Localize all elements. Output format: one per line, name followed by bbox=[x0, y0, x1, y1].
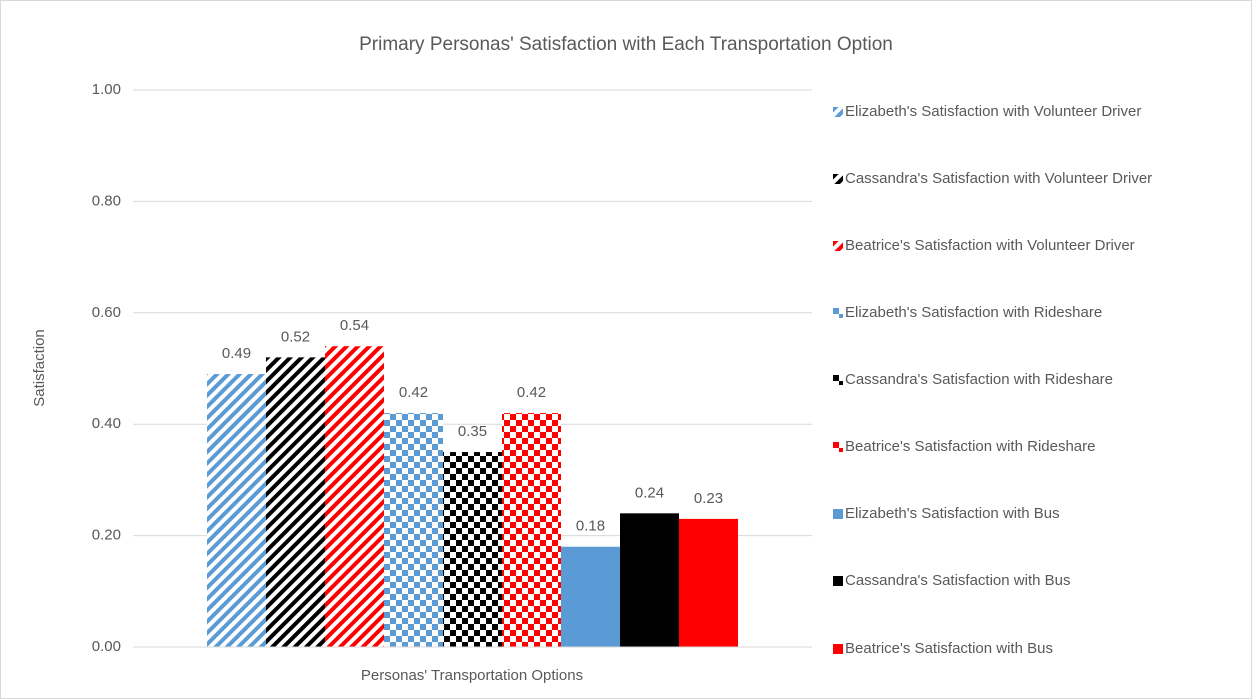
legend-swatch bbox=[833, 308, 843, 318]
data-label: 0.42 bbox=[517, 384, 546, 401]
bar bbox=[678, 518, 738, 647]
x-axis-label: Personas' Transportation Options bbox=[361, 667, 583, 684]
bar bbox=[207, 374, 267, 647]
legend-swatch bbox=[833, 174, 843, 184]
data-label: 0.23 bbox=[694, 490, 723, 507]
legend-label: Beatrice's Satisfaction with Bus bbox=[845, 640, 1053, 657]
bar bbox=[619, 513, 679, 647]
data-label: 0.18 bbox=[576, 518, 605, 535]
legend-item: Cassandra's Satisfaction with Rideshare bbox=[833, 369, 1229, 391]
legend-label: Cassandra's Satisfaction with Rideshare bbox=[845, 371, 1113, 388]
legend-label: Elizabeth's Satisfaction with Rideshare bbox=[845, 304, 1103, 321]
legend-swatch bbox=[833, 241, 843, 251]
legend-label: Beatrice's Satisfaction with Volunteer D… bbox=[845, 237, 1135, 254]
y-tick-label: 0.20 bbox=[92, 527, 121, 544]
y-tick-label: 0.40 bbox=[92, 415, 121, 432]
bar bbox=[384, 413, 444, 647]
data-label: 0.42 bbox=[399, 384, 428, 401]
bar bbox=[443, 452, 502, 647]
y-tick-label: 0.00 bbox=[92, 638, 121, 655]
legend-label: Cassandra's Satisfaction with Volunteer … bbox=[845, 170, 1153, 187]
legend-label: Elizabeth's Satisfaction with Bus bbox=[845, 505, 1060, 522]
legend-item: Elizabeth's Satisfaction with Volunteer … bbox=[833, 101, 1229, 123]
legend-item: Elizabeth's Satisfaction with Bus bbox=[833, 503, 1229, 525]
chart-title: Primary Personas' Satisfaction with Each… bbox=[359, 34, 893, 55]
legend-item: Beatrice's Satisfaction with Rideshare bbox=[833, 436, 1229, 458]
legend-swatch bbox=[833, 375, 843, 385]
legend-swatch bbox=[833, 107, 843, 117]
data-label: 0.52 bbox=[281, 328, 310, 345]
data-label: 0.35 bbox=[458, 423, 487, 440]
legend-swatch bbox=[833, 644, 843, 654]
legend-label: Cassandra's Satisfaction with Bus bbox=[845, 572, 1071, 589]
legend-swatch bbox=[833, 442, 843, 452]
legend-item: Cassandra's Satisfaction with Bus bbox=[833, 570, 1229, 592]
y-tick-label: 1.00 bbox=[92, 81, 121, 98]
bar bbox=[325, 346, 385, 647]
bar bbox=[501, 413, 561, 647]
legend-item: Cassandra's Satisfaction with Volunteer … bbox=[833, 168, 1229, 190]
legend-swatch bbox=[833, 509, 843, 519]
y-axis-label: Satisfaction bbox=[31, 329, 48, 407]
data-label: 0.49 bbox=[222, 345, 251, 362]
bar bbox=[266, 357, 326, 647]
y-tick-label: 0.60 bbox=[92, 304, 121, 321]
legend-label: Elizabeth's Satisfaction with Volunteer … bbox=[845, 103, 1142, 120]
data-label: 0.24 bbox=[635, 484, 664, 501]
legend-item: Beatrice's Satisfaction with Volunteer D… bbox=[833, 235, 1229, 257]
data-label: 0.54 bbox=[340, 317, 369, 334]
legend-item: Beatrice's Satisfaction with Bus bbox=[833, 638, 1229, 660]
legend-item: Elizabeth's Satisfaction with Rideshare bbox=[833, 302, 1229, 324]
bar bbox=[560, 546, 620, 647]
legend-swatch bbox=[833, 576, 843, 586]
legend-label: Beatrice's Satisfaction with Rideshare bbox=[845, 438, 1096, 455]
y-tick-label: 0.80 bbox=[92, 192, 121, 209]
